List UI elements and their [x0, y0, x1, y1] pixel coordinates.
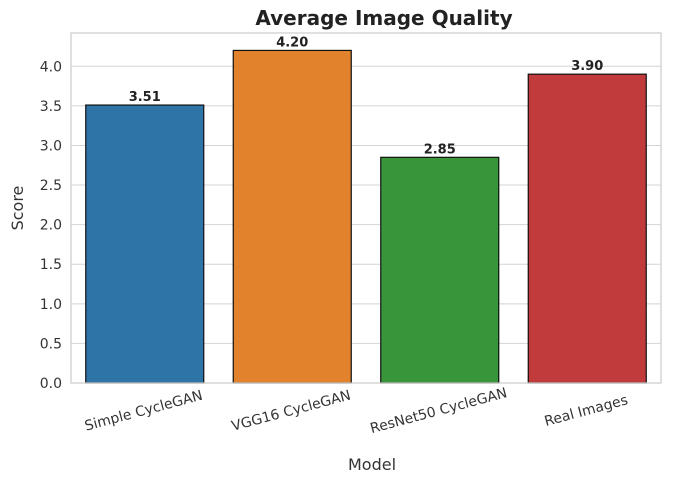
y-tick-label: 1.5: [40, 257, 62, 273]
y-tick-label: 0.5: [40, 336, 62, 352]
y-axis-ticks: 0.0 0.5 1.0 1.5 2.0 2.5 3.0 3.5 4.0: [40, 59, 62, 392]
bar-value-label: 3.51: [129, 90, 161, 105]
y-tick-label: 3.0: [40, 138, 62, 154]
bar-value-label: 3.90: [571, 59, 603, 74]
x-tick-label: Real Images: [543, 392, 630, 430]
plot-frame: [70, 32, 662, 384]
y-tick-label: 3.5: [40, 99, 62, 115]
x-tick-label: Simple CycleGAN: [83, 388, 204, 435]
bar: [85, 104, 205, 384]
x-tick-label: VGG16 CycleGAN: [230, 388, 353, 435]
x-axis-label: Model: [348, 455, 396, 474]
y-tick-label: 2.5: [40, 178, 62, 194]
y-tick-label: 2.0: [40, 218, 62, 234]
y-tick-label: 0.0: [40, 376, 62, 392]
y-axis-label: Score: [8, 186, 27, 231]
x-tick-label: ResNet50 CycleGAN: [369, 385, 509, 437]
bar-value-label: 2.85: [424, 142, 456, 157]
bar: [380, 156, 500, 384]
bar-value-label: 4.20: [276, 35, 308, 50]
y-tick-label: 1.0: [40, 297, 62, 313]
bar: [527, 73, 647, 384]
y-tick-label: 4.0: [40, 59, 62, 75]
bar-value-labels: 3.51 4.20 2.85 3.90: [129, 35, 604, 157]
x-axis-ticks: Simple CycleGAN VGG16 CycleGAN ResNet50 Cy…: [83, 385, 630, 437]
chart-title: Average Image Quality: [255, 6, 512, 30]
bars: [85, 49, 647, 384]
bar: [232, 49, 352, 384]
